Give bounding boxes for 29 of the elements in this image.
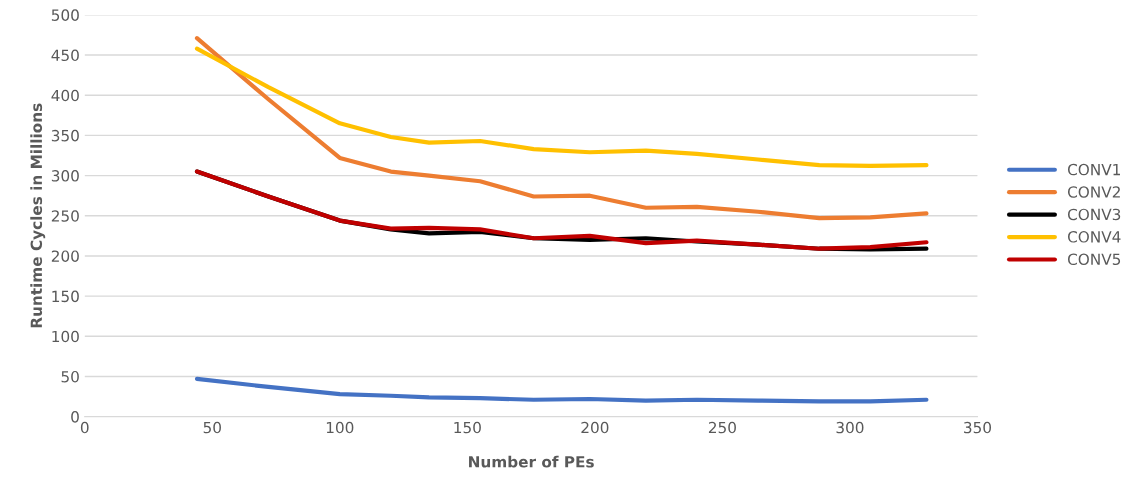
x-tick-label: 100 xyxy=(326,421,354,434)
x-tick-label: 150 xyxy=(454,421,481,434)
y-tick-label: 500 xyxy=(51,9,79,21)
line-series xyxy=(194,376,929,404)
y-tick-label: 300 xyxy=(51,170,79,182)
line-series xyxy=(194,46,929,169)
y-tick-label: 150 xyxy=(52,290,79,303)
y-tick-label: 200 xyxy=(51,250,79,262)
line-series xyxy=(194,36,929,221)
x-axis-title: Number of PEs xyxy=(469,455,594,468)
x-tick-label: 0 xyxy=(80,421,89,434)
y-tick-label: 450 xyxy=(51,49,79,62)
y-tick-label: 0 xyxy=(71,411,79,423)
y-tick-label: 50 xyxy=(61,370,79,383)
x-tick-label: 50 xyxy=(203,421,221,434)
y-tick-label: 350 xyxy=(51,129,79,142)
x-tick-label: 200 xyxy=(581,421,609,434)
y-axis-title: Runtime Cycles in Millions xyxy=(30,103,46,328)
legend-label: CONV4 xyxy=(1067,231,1121,243)
y-tick-label: 400 xyxy=(51,89,79,102)
y-tick-label: 100 xyxy=(52,330,79,343)
x-tick-label: 250 xyxy=(708,421,736,434)
x-tick-label: 300 xyxy=(836,421,864,434)
x-tick-label: 350 xyxy=(964,421,992,434)
y-tick-label: 250 xyxy=(51,210,79,222)
legend-label: CONV5 xyxy=(1067,253,1121,266)
legend-label: CONV3 xyxy=(1067,208,1121,221)
legend-label: CONV1 xyxy=(1067,163,1120,176)
legend-label: CONV2 xyxy=(1067,186,1120,198)
